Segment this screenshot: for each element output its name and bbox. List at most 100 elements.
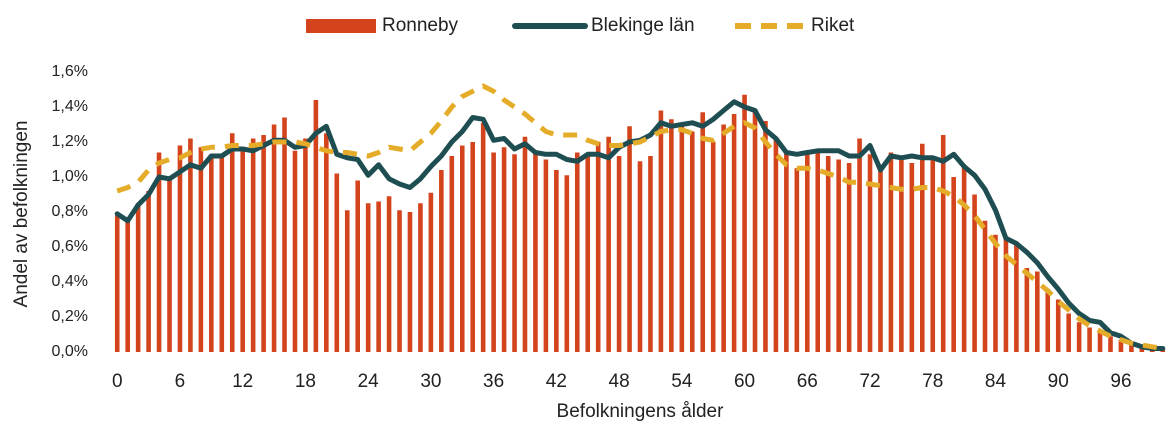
x-tick-label: 6: [175, 371, 186, 392]
bar: [543, 159, 549, 352]
bar: [930, 159, 936, 352]
bar: [595, 142, 601, 352]
bar: [836, 159, 841, 352]
bar: [439, 170, 444, 352]
bar: [616, 156, 622, 352]
x-tick-label: 66: [797, 371, 818, 392]
legend-label: Riket: [811, 15, 855, 36]
bar: [512, 154, 517, 352]
bar: [888, 152, 894, 352]
x-tick-label: 36: [483, 371, 504, 392]
bar: [250, 138, 256, 352]
bar: [1076, 322, 1082, 352]
x-tick-label: 90: [1048, 371, 1069, 392]
x-tick-label: 42: [546, 371, 567, 392]
bar: [669, 119, 674, 352]
bar: [700, 112, 706, 352]
bar: [135, 203, 141, 352]
x-tick-label: 24: [358, 371, 380, 392]
bar: [125, 219, 130, 352]
bar: [564, 175, 570, 352]
bar: [355, 180, 361, 352]
bar: [1087, 327, 1092, 352]
bar: [1003, 236, 1009, 352]
x-tick-label: 12: [232, 371, 253, 392]
bar: [386, 196, 392, 352]
bar: [533, 152, 538, 352]
bar: [867, 154, 873, 352]
x-tick-label: 84: [985, 371, 1007, 392]
x-tick-label: 18: [295, 371, 316, 392]
bar: [1024, 268, 1030, 352]
bar: [742, 94, 747, 352]
bar: [418, 203, 423, 352]
bar: [972, 194, 977, 352]
bar: [292, 150, 298, 352]
bar: [114, 215, 120, 352]
y-tick-label: 0,4%: [52, 273, 88, 290]
bar: [1014, 241, 1019, 352]
bar: [313, 100, 319, 352]
bar: [1097, 331, 1103, 352]
bar: [470, 142, 476, 352]
y-tick-label: 0,2%: [52, 308, 88, 325]
bar: [1129, 343, 1134, 352]
bar: [825, 156, 831, 352]
bar: [554, 170, 559, 352]
x-tick-label: 0: [112, 371, 123, 392]
bar: [637, 161, 643, 352]
bar: [397, 210, 402, 352]
bar: [167, 177, 172, 352]
legend-label: Blekinge län: [591, 15, 695, 36]
bar: [156, 152, 162, 352]
legend-label: Ronneby: [382, 15, 459, 36]
y-axis-label: Andel av befolkningen: [11, 121, 32, 308]
x-axis-label: Befolkningens ålder: [557, 401, 725, 422]
y-tick-label: 1,4%: [52, 98, 88, 115]
bar: [752, 110, 758, 352]
bar: [428, 192, 434, 352]
bar: [459, 145, 465, 352]
bar: [188, 138, 193, 352]
bar: [209, 156, 214, 352]
bar: [940, 135, 946, 352]
bar: [919, 143, 925, 352]
x-tick-label: 30: [420, 371, 441, 392]
bar: [261, 135, 266, 352]
bar: [522, 136, 528, 352]
bar: [146, 191, 151, 352]
bar: [689, 131, 695, 352]
bar: [648, 156, 653, 352]
x-tick-label: 48: [609, 371, 630, 392]
bar: [271, 124, 277, 352]
bar: [951, 177, 956, 352]
y-tick-label: 1,0%: [52, 168, 88, 185]
bar: [303, 138, 308, 352]
bar: [1035, 271, 1040, 352]
bar: [1066, 313, 1071, 352]
x-tick-label: 72: [859, 371, 880, 392]
x-tick-label: 60: [734, 371, 755, 392]
bar: [501, 147, 507, 352]
bar: [763, 121, 768, 352]
bar: [334, 173, 340, 352]
bar: [857, 138, 862, 352]
bar: [324, 133, 329, 352]
x-tick-label: 54: [671, 371, 693, 392]
bar: [282, 117, 287, 352]
bar: [240, 147, 245, 352]
bar: [480, 122, 486, 352]
y-tick-label: 0,6%: [52, 238, 88, 255]
bar: [606, 136, 611, 352]
bar: [574, 152, 580, 352]
legend-swatch: [306, 19, 376, 33]
bar: [773, 138, 779, 352]
bar: [1045, 289, 1051, 352]
bar: [982, 220, 988, 352]
bar: [846, 163, 852, 352]
y-tick-label: 0,8%: [52, 203, 88, 220]
bar: [198, 147, 204, 352]
bar: [794, 168, 800, 352]
y-tick-label: 1,2%: [52, 133, 88, 150]
